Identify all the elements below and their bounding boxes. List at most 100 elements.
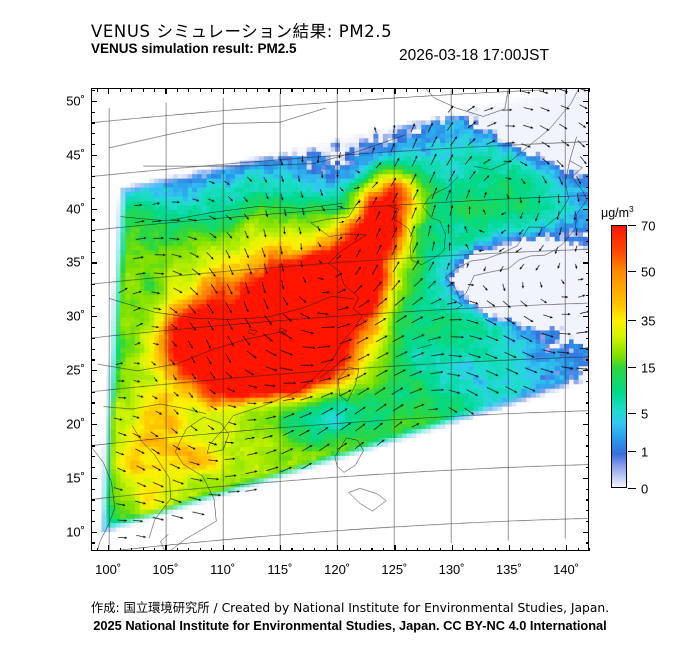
x-tick-top	[245, 88, 247, 92]
x-tick-bottom	[348, 547, 350, 551]
y-tick-right	[583, 477, 589, 479]
y-tick-right	[585, 143, 589, 146]
colorbar-tick	[628, 367, 636, 369]
y-tick-right	[585, 391, 589, 393]
colorbar-tick	[628, 319, 636, 321]
x-tick-bottom	[440, 547, 442, 551]
y-tick-right	[585, 90, 589, 92]
y-tick-right	[585, 305, 589, 307]
x-tick-top	[96, 88, 98, 92]
x-axis-label: 130˚	[438, 562, 465, 577]
y-tick-left	[91, 187, 95, 189]
x-tick-top	[394, 88, 396, 94]
y-tick-left	[91, 273, 95, 275]
y-tick-left	[91, 283, 95, 286]
valid-datetime: 2026-03-18 17:00JST	[399, 47, 549, 64]
y-tick-right	[583, 154, 589, 156]
x-tick-bottom	[257, 547, 259, 551]
x-tick-top	[360, 88, 362, 92]
x-tick-bottom	[485, 547, 488, 551]
y-tick-left	[91, 380, 95, 383]
x-tick-top	[485, 88, 488, 92]
y-axis-label: 35˚	[66, 254, 85, 270]
x-tick-top	[268, 88, 270, 92]
x-tick-top	[508, 88, 511, 94]
x-axis-label: 120˚	[324, 562, 351, 577]
y-tick-right	[585, 542, 589, 544]
x-tick-bottom	[474, 547, 476, 551]
x-axis-label: 135˚	[495, 562, 522, 577]
x-axis-label: 100˚	[95, 562, 122, 577]
x-tick-bottom	[451, 545, 453, 551]
x-tick-top	[554, 88, 556, 92]
credit-line: 作成: 国立環境研究所 / Created by National Instit…	[90, 601, 610, 615]
x-tick-bottom	[577, 547, 579, 551]
x-tick-top	[451, 88, 453, 94]
y-tick-left	[91, 488, 95, 490]
x-tick-top	[176, 88, 179, 92]
colorbar-unit-exponent: 3	[629, 204, 634, 214]
x-tick-bottom	[543, 547, 545, 551]
x-tick-top	[234, 88, 236, 92]
x-tick-top	[589, 88, 591, 92]
x-tick-bottom	[188, 547, 190, 551]
x-tick-top	[428, 88, 430, 92]
x-tick-bottom	[589, 547, 591, 551]
x-tick-bottom	[96, 547, 98, 551]
x-tick-top	[348, 88, 350, 92]
x-tick-top	[131, 88, 133, 92]
x-tick-bottom	[314, 547, 316, 551]
y-tick-left	[91, 100, 97, 103]
x-tick-top	[302, 88, 304, 92]
y-tick-left	[91, 413, 95, 415]
y-tick-left	[91, 111, 95, 113]
y-axis-label: 45˚	[66, 147, 85, 163]
x-tick-bottom	[554, 547, 556, 551]
y-tick-left	[91, 176, 95, 178]
x-tick-top	[520, 88, 522, 92]
y-tick-left	[91, 423, 97, 426]
y-tick-right	[585, 348, 589, 350]
y-tick-right	[585, 456, 589, 458]
x-tick-top	[211, 88, 213, 92]
y-tick-left	[91, 240, 95, 243]
colorbar-tick-label: 15	[641, 360, 656, 376]
y-tick-right	[585, 327, 589, 329]
y-tick-left	[91, 434, 95, 436]
y-tick-left	[91, 90, 95, 92]
y-tick-right	[585, 467, 589, 469]
colorbar-unit-main: μg/m	[601, 206, 630, 221]
x-tick-bottom	[417, 547, 419, 551]
y-tick-right	[583, 316, 589, 318]
y-axis-label: 30˚	[66, 308, 85, 324]
y-axis-label: 40˚	[66, 201, 85, 217]
x-tick-top	[188, 88, 190, 92]
x-tick-top	[577, 88, 579, 92]
x-tick-bottom	[245, 547, 247, 551]
x-tick-top	[142, 88, 144, 92]
y-tick-right	[585, 122, 589, 124]
y-tick-left	[91, 327, 95, 329]
y-tick-left	[91, 456, 95, 458]
x-tick-bottom	[119, 547, 121, 551]
y-tick-left	[91, 337, 95, 339]
x-tick-top	[382, 88, 385, 92]
y-tick-left	[91, 208, 97, 210]
y-tick-right	[585, 133, 589, 135]
x-tick-top	[291, 88, 293, 92]
x-tick-bottom	[371, 547, 373, 551]
x-tick-top	[314, 88, 316, 92]
x-tick-bottom	[508, 545, 511, 551]
y-tick-left	[91, 154, 97, 156]
x-tick-bottom	[520, 547, 522, 551]
x-axis-label: 140˚	[553, 562, 580, 577]
x-tick-top	[108, 88, 110, 94]
x-tick-bottom	[394, 545, 396, 551]
x-axis-label: 125˚	[381, 562, 408, 577]
y-tick-right	[585, 197, 589, 199]
y-tick-right	[585, 520, 589, 523]
y-tick-left	[91, 316, 97, 318]
y-tick-right	[583, 531, 589, 533]
y-tick-left	[91, 402, 95, 404]
x-tick-bottom	[337, 545, 339, 551]
